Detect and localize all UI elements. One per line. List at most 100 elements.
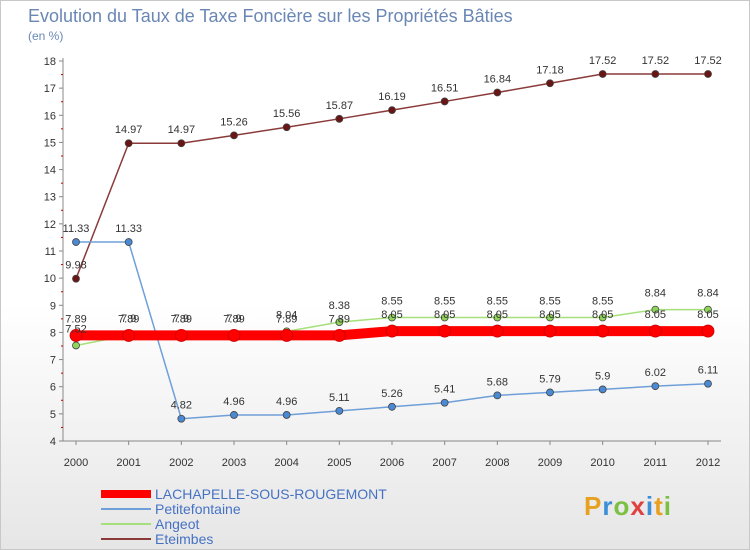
y-tick-label: 6 [50,382,56,394]
data-label: 8.55 [539,296,560,308]
data-label: 8.38 [329,300,350,312]
data-label: 7.89 [118,313,139,325]
data-label: 16.84 [484,73,512,85]
data-label: 8.05 [487,309,508,321]
data-label: 15.26 [220,116,248,128]
data-label: 6.11 [698,365,719,377]
data-label: 5.41 [434,384,455,396]
x-tick-label: 2008 [485,457,509,469]
logo-letter: t [654,491,664,521]
data-label: 6.02 [645,367,666,379]
data-label: 8.55 [487,296,508,308]
data-point [335,318,344,327]
y-tick-label: 5 [50,409,56,421]
y-tick-label: 16 [44,110,56,122]
data-point [493,88,502,97]
data-label: 7.89 [65,313,86,325]
data-point [546,388,554,397]
data-point [388,313,396,322]
data-point [282,411,291,419]
data-point [701,324,715,338]
data-label: 9.98 [65,260,86,272]
data-point [598,70,607,78]
x-tick-label: 2005 [327,457,351,469]
y-tick-label: 13 [44,192,56,204]
y-tick-label: 11 [45,246,56,258]
data-label: 14.97 [168,124,196,136]
legend-item: Eteimbes [101,530,387,547]
data-label: 5.68 [487,376,508,388]
x-tick-label: 2003 [222,457,246,469]
y-tick-label: 7 [50,355,56,367]
data-label: 8.05 [381,309,402,321]
logo-letter: r [602,491,614,521]
logo-letter: i [663,491,672,521]
data-point [543,324,557,338]
data-point [490,324,504,338]
y-tick-label: 17 [44,83,56,95]
data-label: 7.9 [121,313,136,325]
data-label: 7.89 [171,313,192,325]
data-point [72,274,80,283]
chart-title: Evolution du Taux de Taxe Foncière sur l… [28,6,513,26]
legend-label: LACHAPELLE-SOUS-ROUGEMONT [155,485,387,502]
data-label: 8.55 [434,296,455,308]
data-point [651,382,660,391]
data-point [177,139,186,148]
data-label: 15.87 [326,100,354,112]
data-label: 15.56 [273,108,301,120]
data-label: 5.9 [595,370,610,382]
data-label: 7.9 [174,313,189,325]
data-point [385,324,399,338]
data-point [335,114,344,123]
data-point [648,324,662,338]
data-point [332,329,346,342]
legend-label: Petitefontaine [155,500,241,517]
data-point [546,313,554,322]
data-point [704,70,712,78]
data-label: 8.05 [592,309,613,321]
series-line-3 [75,73,708,279]
x-tick-label: 2002 [169,457,193,469]
data-point [230,411,238,419]
legend-label: Eteimbes [155,530,214,547]
legend-swatch [101,489,151,498]
data-point [493,391,502,400]
logo-letter: i [645,491,655,521]
data-label: 7.89 [276,313,297,325]
logo-letter: P [584,491,603,521]
data-point [230,131,238,140]
y-tick-label: 18 [44,56,56,68]
data-label: 7.89 [329,313,350,325]
x-tick-label: 2011 [644,457,668,469]
data-label: 17.52 [589,55,617,67]
x-tick-label: 2009 [538,457,562,469]
data-label: 8.55 [381,296,402,308]
x-tick-label: 2006 [380,457,404,469]
logo-letter: o [613,491,631,521]
data-point [546,79,554,88]
data-point [651,70,660,78]
x-tick-label: 2010 [590,457,614,469]
x-tick-label: 2004 [274,457,298,469]
legend-item: Petitefontaine [101,500,387,517]
x-tick-label: 2000 [64,457,88,469]
data-point [335,406,344,415]
data-label: 16.19 [378,91,406,103]
data-label: 8.84 [645,288,666,300]
legend-swatch [101,537,151,540]
data-label: 11.33 [63,223,90,235]
data-point [598,385,607,394]
data-point [704,305,712,314]
y-tick-label: 10 [44,273,56,285]
y-tick-label: 12 [44,219,56,231]
data-label: 4.82 [171,400,192,412]
data-point [69,329,83,342]
x-tick-label: 2001 [116,457,140,469]
data-label: 4.96 [223,396,244,408]
y-tick-label: 4 [50,436,56,448]
y-tick-label: 15 [44,137,56,149]
data-label: 16.51 [431,82,459,94]
